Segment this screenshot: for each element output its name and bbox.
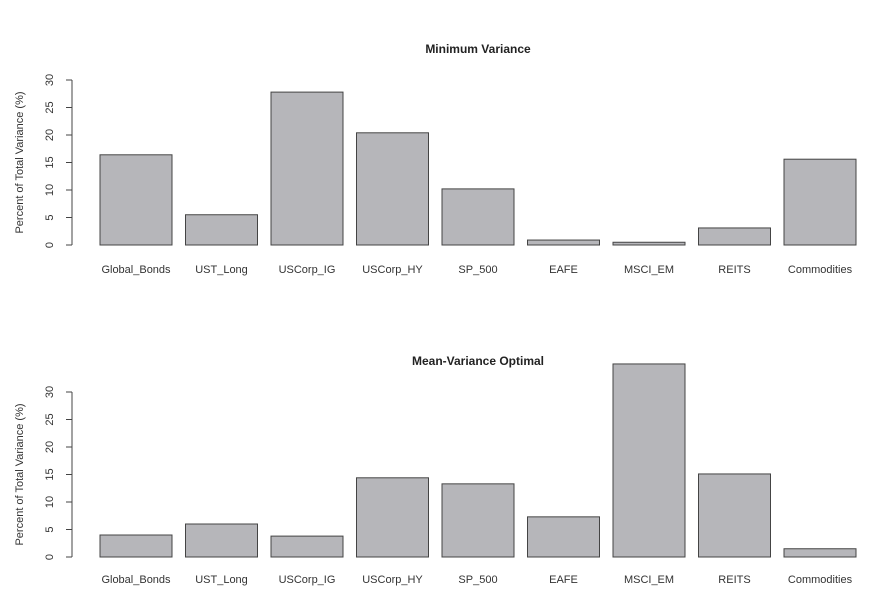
bar: [783, 548, 857, 558]
y-axis-label: Percent of Total Variance (%): [14, 91, 26, 233]
x-tick-label: USCorp_HY: [362, 264, 423, 276]
bar: [270, 91, 344, 246]
x-tick-label: Commodities: [788, 574, 853, 586]
y-tick-label: 10: [44, 184, 56, 196]
x-tick-label: USCorp_IG: [279, 264, 336, 276]
bar: [270, 535, 344, 558]
bar: [99, 534, 173, 558]
bar: [527, 239, 600, 246]
chart-title: Mean-Variance Optimal: [412, 354, 544, 368]
x-tick-label: EAFE: [549, 264, 578, 276]
x-tick-label: Global_Bonds: [101, 264, 171, 276]
x-tick-label: EAFE: [549, 574, 578, 586]
y-tick-label: 25: [44, 413, 56, 425]
bar: [99, 154, 173, 246]
y-tick-label: 15: [44, 156, 56, 168]
bar: [441, 483, 515, 558]
x-tick-label: UST_Long: [195, 264, 248, 276]
y-tick-label: 15: [44, 468, 56, 480]
y-tick-label: 30: [44, 386, 56, 398]
bar: [698, 473, 771, 558]
y-tick-label: 5: [44, 526, 56, 532]
x-tick-label: REITS: [718, 264, 750, 276]
x-tick-label: MSCI_EM: [624, 574, 674, 586]
x-tick-label: SP_500: [458, 264, 497, 276]
x-tick-label: MSCI_EM: [624, 264, 674, 276]
y-tick-label: 0: [44, 242, 56, 248]
bar: [356, 132, 429, 246]
y-tick-label: 5: [44, 214, 56, 220]
bar: [356, 477, 429, 558]
bar: [783, 158, 857, 246]
bar: [698, 227, 771, 246]
bar: [612, 241, 686, 246]
x-tick-label: SP_500: [458, 574, 497, 586]
bar: [185, 523, 258, 558]
y-tick-label: 20: [44, 129, 56, 141]
y-axis-label: Percent of Total Variance (%): [14, 403, 26, 545]
bar: [441, 188, 515, 246]
y-tick-label: 20: [44, 441, 56, 453]
chart-title: Minimum Variance: [425, 42, 531, 56]
y-tick-label: 0: [44, 554, 56, 560]
bar: [185, 214, 258, 246]
y-tick-label: 10: [44, 496, 56, 508]
y-tick-label: 25: [44, 101, 56, 113]
x-tick-label: REITS: [718, 574, 750, 586]
x-tick-label: USCorp_HY: [362, 574, 423, 586]
x-tick-label: Global_Bonds: [101, 574, 171, 586]
x-tick-label: USCorp_IG: [279, 574, 336, 586]
bar: [612, 363, 686, 558]
bar: [527, 516, 600, 558]
x-tick-label: UST_Long: [195, 574, 248, 586]
y-tick-label: 30: [44, 74, 56, 86]
x-tick-label: Commodities: [788, 264, 853, 276]
